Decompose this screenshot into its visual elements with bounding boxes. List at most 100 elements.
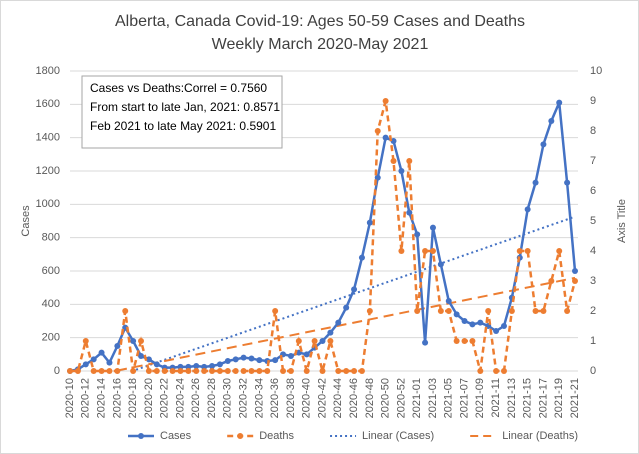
- x-tick-label: 2021-13: [506, 378, 518, 418]
- data-point: [493, 368, 500, 374]
- data-point: [145, 356, 152, 363]
- data-point: [358, 254, 365, 261]
- data-point: [287, 353, 294, 359]
- data-point: [248, 355, 255, 362]
- x-tick-label: 2020-24: [174, 378, 186, 418]
- data-point: [209, 363, 216, 369]
- y2-tick-label: 1: [590, 335, 596, 347]
- data-point: [477, 368, 484, 374]
- data-point: [429, 248, 436, 254]
- data-point: [287, 368, 294, 374]
- data-point: [74, 368, 81, 374]
- x-tick-label: 2020-14: [95, 378, 107, 418]
- data-point: [366, 308, 373, 314]
- data-point: [445, 298, 452, 304]
- data-point: [193, 368, 200, 374]
- data-point: [469, 321, 476, 328]
- x-tick-label: 2021-19: [553, 378, 565, 418]
- x-tick-label: 2021-01: [411, 378, 423, 418]
- data-point: [548, 278, 555, 284]
- data-point: [382, 134, 389, 141]
- data-point: [516, 248, 523, 254]
- x-tick-label: 2020-32: [238, 378, 250, 418]
- x-tick-label: 2020-26: [190, 378, 202, 418]
- data-point: [485, 308, 492, 314]
- data-point: [414, 231, 421, 238]
- y-tick-label: 400: [42, 298, 60, 310]
- data-point: [193, 363, 200, 369]
- x-tick-label: 2020-34: [253, 378, 265, 418]
- trendline: [129, 215, 576, 371]
- data-point: [572, 278, 578, 284]
- data-point: [374, 128, 381, 134]
- data-point: [311, 338, 318, 344]
- data-point: [524, 248, 531, 254]
- data-point: [335, 319, 342, 326]
- data-point: [437, 308, 444, 314]
- legend-marker: [237, 433, 244, 439]
- y-tick-label: 1800: [36, 65, 60, 77]
- data-point: [224, 368, 231, 374]
- data-point: [532, 308, 539, 314]
- x-tick-label: 2020-36: [269, 378, 281, 418]
- legend-label: Linear (Deaths): [502, 430, 578, 442]
- x-tick-label: 2020-38: [285, 378, 297, 418]
- data-point: [422, 339, 429, 346]
- x-tick-label: 2020-20: [143, 378, 155, 418]
- x-tick-label: 2020-28: [206, 378, 218, 418]
- data-point: [374, 174, 381, 181]
- data-point: [524, 206, 531, 213]
- data-point: [500, 323, 507, 329]
- annotation-text: Feb 2021 to late May 2021: 0.5901: [90, 119, 276, 133]
- x-tick-label: 2020-52: [395, 378, 407, 418]
- data-point: [398, 248, 405, 254]
- data-point: [564, 308, 571, 314]
- data-point: [161, 368, 168, 374]
- data-point: [540, 141, 547, 148]
- y-tick-label: 0: [54, 365, 60, 377]
- data-point: [272, 308, 279, 314]
- data-point: [493, 328, 500, 334]
- data-point: [106, 359, 113, 366]
- data-point: [67, 368, 73, 374]
- data-point: [106, 368, 113, 374]
- y-axis-label: Cases: [20, 205, 32, 237]
- data-point: [138, 338, 145, 344]
- x-tick-label: 2020-44: [332, 378, 344, 418]
- x-tick-label: 2020-10: [64, 378, 76, 418]
- data-point: [366, 219, 373, 226]
- data-point: [548, 118, 555, 124]
- data-point: [114, 343, 121, 349]
- data-point: [114, 368, 121, 374]
- x-tick-label: 2021-21: [569, 378, 581, 418]
- legend-label: Cases: [160, 430, 192, 442]
- data-point: [390, 138, 397, 144]
- data-point: [532, 179, 539, 186]
- data-point: [469, 338, 476, 344]
- y-tick-label: 600: [42, 265, 60, 277]
- x-tick-label: 2021-05: [443, 378, 455, 418]
- data-point: [153, 361, 160, 368]
- y2-tick-label: 3: [590, 275, 596, 287]
- data-point: [98, 368, 105, 374]
- chart-title: Alberta, Canada Covid-19: Ages 50-59 Cas…: [115, 13, 525, 30]
- data-point: [98, 349, 105, 356]
- data-point: [216, 361, 223, 368]
- data-point: [358, 368, 365, 374]
- y2-tick-label: 2: [590, 305, 596, 317]
- legend-marker: [138, 433, 144, 439]
- data-point: [280, 368, 287, 374]
- data-point: [319, 338, 326, 344]
- y2-tick-label: 10: [590, 65, 602, 77]
- data-point: [138, 353, 145, 359]
- data-point: [556, 99, 563, 106]
- data-point: [437, 261, 444, 268]
- data-point: [82, 361, 89, 368]
- data-point: [185, 363, 192, 370]
- data-point: [461, 338, 468, 344]
- y-tick-label: 200: [42, 332, 60, 344]
- data-point: [335, 368, 342, 374]
- data-point: [240, 354, 247, 361]
- data-point: [122, 308, 129, 314]
